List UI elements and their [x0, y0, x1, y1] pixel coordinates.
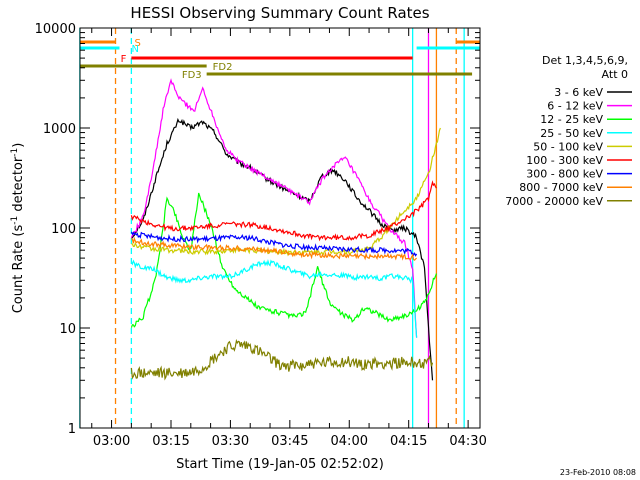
- legend-label: 7000 - 20000 keV: [505, 195, 603, 208]
- x-tick-label: 03:00: [93, 434, 130, 449]
- x-axis-label: Start Time (19-Jan-05 02:52:02): [176, 457, 384, 472]
- legend-label: 100 - 300 keV: [526, 154, 603, 167]
- legend-label: 6 - 12 keV: [547, 100, 603, 113]
- x-tick-label: 04:15: [390, 434, 427, 449]
- x-tick-label: 03:30: [212, 434, 249, 449]
- series-line-2: [130, 192, 437, 328]
- series-line-5: [130, 180, 437, 242]
- legend-header-detectors: Det 1,3,4,5,6,9,: [542, 54, 628, 67]
- legend-label: 300 - 800 keV: [526, 168, 603, 181]
- y-tick-label: 10: [59, 322, 76, 337]
- legend-label: 3 - 6 keV: [554, 86, 603, 99]
- chart-title: HESSI Observing Summary Count Rates: [130, 4, 429, 22]
- x-tick-label: 03:15: [152, 434, 189, 449]
- flag-bars: SNF FD2 FD3: [79, 38, 480, 81]
- flag-label-f: F: [121, 54, 127, 65]
- x-tick-label: 04:30: [449, 434, 486, 449]
- y-axis-label: Count Rate (s-1 detector-1): [10, 143, 26, 314]
- legend-label: 25 - 50 keV: [540, 127, 603, 140]
- series-line-7: [131, 236, 418, 261]
- y-tick-label: 100: [51, 222, 76, 237]
- series-line-3: [130, 259, 418, 338]
- series-lines: [130, 78, 441, 381]
- flag-label-s: S: [135, 38, 141, 49]
- legend-header-attenuator: Att 0: [602, 68, 628, 81]
- flag-label-fd3: FD3: [182, 70, 202, 81]
- y-tick-label: 1: [68, 422, 76, 437]
- y-axis: 1 10 100 1000 10000: [35, 22, 480, 437]
- footer-date: 23-Feb-2010 08:08: [560, 468, 636, 477]
- x-axis: 03:00 03:15 03:30 03:45 04:00 04:15 04:30: [91, 28, 487, 449]
- x-tick-label: 04:00: [331, 434, 368, 449]
- y-tick-label: 10000: [35, 22, 76, 37]
- series-line-6: [130, 231, 418, 257]
- y-tick-label: 1000: [43, 122, 76, 137]
- series-line-4: [131, 127, 441, 257]
- legend-label: 50 - 100 keV: [533, 140, 603, 153]
- x-tick-label: 03:45: [271, 434, 308, 449]
- legend-label: 800 - 7000 keV: [519, 181, 603, 194]
- flag-label-fd2: FD2: [213, 62, 233, 73]
- flag-label-n: N: [131, 44, 138, 55]
- series-line-1: [130, 78, 418, 338]
- legend-label: 12 - 25 keV: [540, 113, 603, 126]
- series-line-8: [130, 338, 434, 381]
